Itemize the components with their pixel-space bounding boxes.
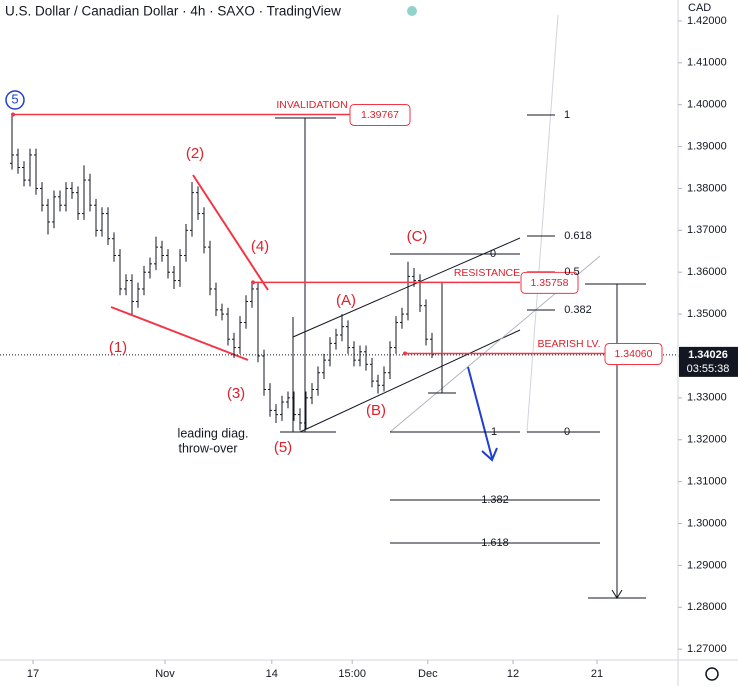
x-tick-label: 12	[507, 668, 519, 680]
y-tick-label: 1.28000	[687, 601, 727, 613]
level-price: 1.35758	[531, 277, 569, 289]
level-anchor	[11, 112, 15, 117]
status-dot	[407, 6, 417, 16]
wave-circle	[5, 90, 25, 110]
wave-label: (3)	[227, 385, 245, 402]
y-tick-label: 1.31000	[687, 476, 727, 488]
level-name: RESISTANCE	[454, 267, 520, 279]
note: leading diag.	[178, 426, 249, 440]
fib-label: 0.382	[564, 304, 592, 316]
y-tick-label: 1.36000	[687, 266, 727, 278]
fib-label: 1.618	[481, 537, 509, 549]
fib-label: 0	[564, 426, 570, 438]
level-price: 1.34060	[615, 348, 653, 360]
fib-label: 0.618	[564, 230, 592, 242]
currency-label[interactable]: CAD	[688, 2, 711, 14]
wave-label: (C)	[407, 228, 428, 245]
y-tick-label: 1.32000	[687, 434, 727, 446]
x-tick-label: 17	[27, 668, 39, 680]
drawings	[5, 14, 646, 599]
x-tick-label: 14	[266, 668, 278, 680]
trendline	[110, 306, 249, 361]
chart-title: U.S. Dollar / Canadian Dollar · 4h · SAX…	[5, 4, 341, 19]
wave-label: (1)	[109, 339, 127, 356]
level-box	[520, 271, 579, 294]
level-price: 1.39767	[361, 109, 399, 121]
wave-label: (A)	[336, 292, 356, 309]
price-label-box	[679, 346, 738, 377]
y-tick-label: 1.39000	[687, 140, 727, 152]
y-tick-label: 1.29000	[687, 559, 727, 571]
y-tick-label: 1.42000	[687, 15, 727, 27]
settings-icon[interactable]	[705, 667, 719, 681]
level-box	[349, 103, 411, 126]
trendline	[192, 174, 269, 291]
price-label: 1.34026	[688, 349, 728, 361]
y-tick-label: 1.38000	[687, 182, 727, 194]
wave-label: (B)	[366, 402, 386, 419]
countdown: 03:55:38	[687, 363, 730, 375]
channel-line	[299, 329, 521, 433]
wave-label: (2)	[186, 145, 204, 162]
fib-label: 1	[564, 109, 570, 121]
level-name: BEARISH LV.	[537, 338, 600, 350]
wave-label: 5	[11, 91, 18, 106]
x-tick-label: 21	[591, 668, 603, 680]
arrow-head	[611, 589, 623, 599]
projection-arrow	[467, 366, 493, 459]
y-tick-label: 1.30000	[687, 517, 727, 529]
y-tick-label: 1.27000	[687, 643, 727, 655]
note: throw-over	[178, 441, 237, 455]
level-name: INVALIDATION	[276, 99, 347, 111]
level-anchor	[251, 280, 255, 285]
level-anchor	[403, 351, 407, 356]
y-tick-label: 1.35000	[687, 308, 727, 320]
fib-label: 0.5	[564, 266, 579, 278]
fib-trend	[526, 14, 559, 433]
y-tick-label: 1.41000	[687, 57, 727, 69]
fib-label: 1.382	[481, 494, 509, 506]
fib-label: 0	[490, 248, 496, 260]
x-tick-label: Nov	[155, 668, 175, 680]
arrow-head	[481, 447, 498, 462]
level-box	[604, 342, 663, 365]
x-tick-label: 15:00	[338, 668, 366, 680]
x-tick-label: Dec	[418, 668, 438, 680]
wave-label: (4)	[251, 238, 269, 255]
fib-label: 1	[491, 426, 497, 438]
y-tick-label: 1.40000	[687, 99, 727, 111]
y-tick-label: 1.37000	[687, 224, 727, 236]
y-tick-label: 1.33000	[687, 392, 727, 404]
wave-label: (5)	[274, 439, 292, 456]
